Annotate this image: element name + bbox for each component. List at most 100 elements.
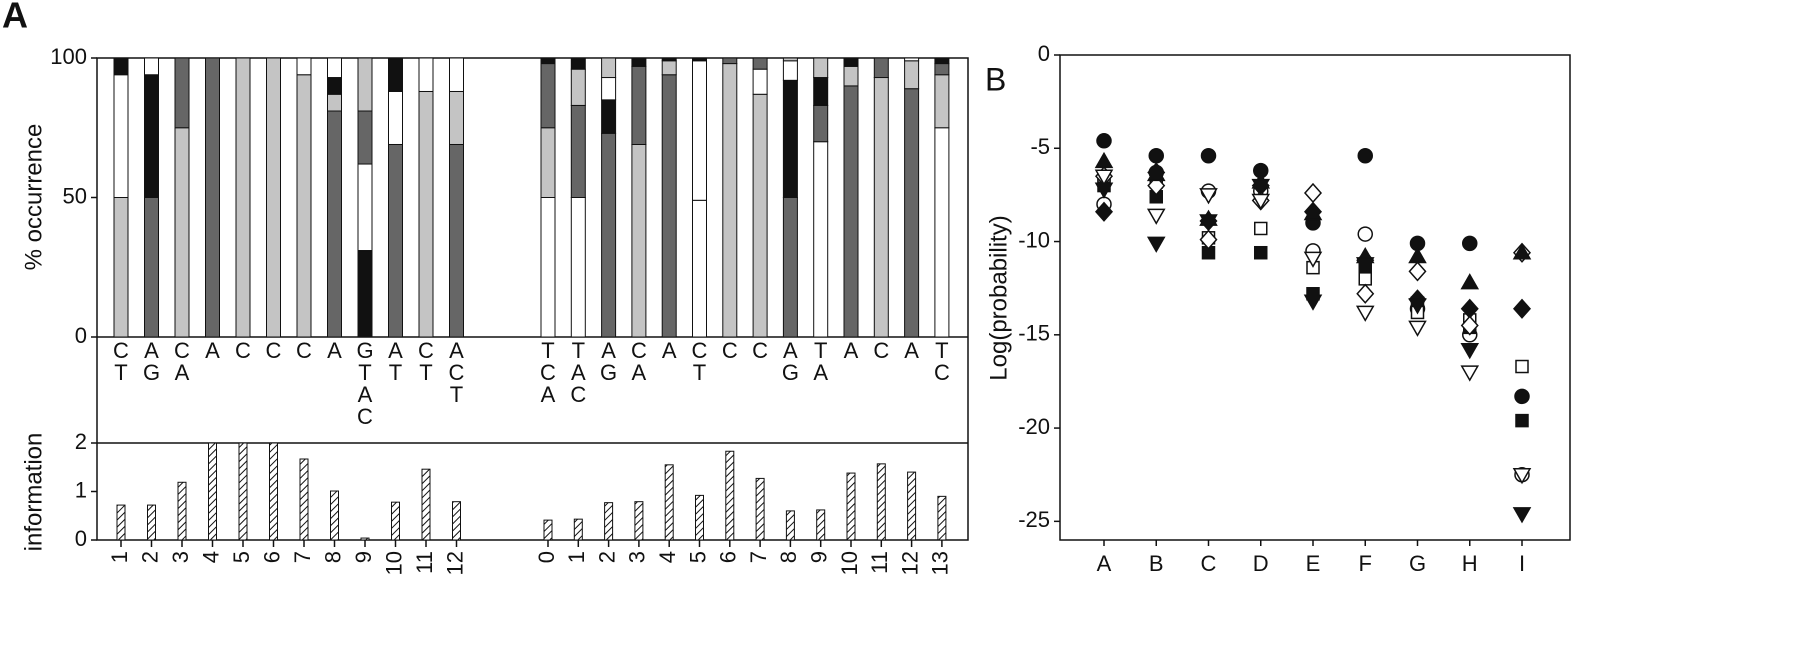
x-tick-label: 9 bbox=[807, 551, 832, 563]
base-letter: A bbox=[783, 338, 798, 363]
info-bar bbox=[391, 501, 400, 541]
info-bar bbox=[846, 472, 856, 541]
bar-segment bbox=[934, 127, 950, 338]
base-letter: A bbox=[175, 360, 190, 385]
bar-segment bbox=[327, 93, 342, 112]
info-bar bbox=[907, 471, 917, 541]
y-tick-label: -20 bbox=[1018, 414, 1050, 439]
base-letter: A bbox=[388, 338, 403, 363]
marker bbox=[1408, 246, 1427, 264]
marker bbox=[1254, 245, 1268, 260]
marker bbox=[1358, 272, 1372, 286]
base-letter: T bbox=[693, 360, 706, 385]
base-letter: C bbox=[692, 338, 708, 363]
y-tick-label: 100 bbox=[50, 44, 87, 69]
y-axis-label: information bbox=[20, 433, 47, 552]
x-tick-label: F bbox=[1359, 551, 1372, 576]
bar-segment bbox=[570, 197, 586, 338]
bar-segment bbox=[113, 74, 129, 198]
bar-segment bbox=[722, 63, 738, 338]
bar-segment bbox=[873, 77, 889, 338]
base-letter: A bbox=[571, 360, 586, 385]
x-tick-label: 11 bbox=[412, 551, 437, 574]
marker bbox=[1357, 226, 1373, 242]
marker bbox=[1199, 214, 1218, 231]
marker bbox=[1408, 261, 1427, 282]
bar-segment bbox=[934, 63, 950, 76]
x-tick-label: 1 bbox=[107, 551, 132, 563]
marker bbox=[1199, 188, 1218, 205]
x-tick-label: A bbox=[1097, 551, 1112, 576]
marker bbox=[1460, 273, 1480, 290]
base-letter: A bbox=[662, 338, 677, 363]
x-tick-label: I bbox=[1519, 551, 1525, 576]
bar-segment bbox=[904, 88, 920, 338]
base-letter: T bbox=[419, 360, 432, 385]
bar-segment bbox=[144, 74, 159, 198]
info-bar bbox=[330, 490, 339, 541]
bar-segment bbox=[782, 60, 798, 81]
info-bar bbox=[177, 481, 187, 541]
bar-segment bbox=[782, 197, 798, 338]
y-tick-label: 0 bbox=[1038, 41, 1050, 66]
bar-segment bbox=[570, 57, 586, 70]
bar-segment bbox=[631, 65, 647, 145]
marker bbox=[1512, 507, 1532, 524]
marker bbox=[1200, 147, 1217, 164]
marker bbox=[1515, 413, 1529, 428]
bar-segment bbox=[540, 197, 556, 338]
bar-segment bbox=[144, 197, 159, 338]
bar-segment bbox=[327, 110, 342, 338]
info-bar bbox=[937, 495, 947, 541]
bar-segment bbox=[782, 57, 798, 62]
bar-segment bbox=[449, 90, 464, 145]
base-letter: A bbox=[327, 338, 342, 363]
bar-segment bbox=[843, 57, 859, 67]
base-letter: C bbox=[631, 338, 647, 363]
base-letter: C bbox=[873, 338, 889, 363]
marker bbox=[1514, 388, 1530, 405]
marker bbox=[1094, 182, 1114, 199]
bar-segment bbox=[601, 99, 617, 134]
info-bar bbox=[816, 509, 826, 541]
y-tick-label: 50 bbox=[63, 183, 87, 208]
bar-segment bbox=[113, 197, 129, 338]
x-tick-label: C bbox=[1201, 551, 1217, 576]
bar-segment bbox=[934, 57, 950, 65]
bar-segment bbox=[813, 104, 829, 143]
bar-segment bbox=[631, 57, 647, 67]
base-letter: T bbox=[814, 338, 827, 363]
base-letter: A bbox=[358, 382, 373, 407]
y-tick-label: -25 bbox=[1018, 507, 1050, 532]
bar-segment bbox=[692, 57, 707, 62]
bar-segment bbox=[661, 74, 677, 338]
marker bbox=[1094, 151, 1114, 169]
marker bbox=[1515, 359, 1529, 374]
bar-segment bbox=[843, 85, 859, 338]
marker bbox=[1462, 235, 1478, 252]
base-letter: C bbox=[113, 338, 129, 363]
x-tick-label: 12 bbox=[442, 551, 467, 575]
bar-segment bbox=[388, 57, 403, 92]
marker bbox=[1254, 221, 1268, 236]
base-letter: C bbox=[934, 360, 950, 385]
x-tick-label: 6 bbox=[716, 551, 741, 563]
panel-label: A bbox=[2, 0, 28, 36]
base-letter: G bbox=[600, 360, 617, 385]
bar-segment bbox=[296, 74, 312, 338]
bar-segment bbox=[327, 77, 342, 95]
y-tick-label: -15 bbox=[1018, 321, 1050, 346]
y-tick-label: 0 bbox=[75, 323, 87, 348]
base-letter: G bbox=[143, 360, 160, 385]
info-bar bbox=[421, 468, 431, 541]
info-bar bbox=[452, 501, 461, 541]
bar-segment bbox=[266, 57, 281, 338]
x-tick-label: 12 bbox=[897, 551, 922, 575]
info-bar bbox=[725, 450, 735, 541]
bar-segment bbox=[174, 57, 190, 129]
base-letter: A bbox=[541, 382, 556, 407]
base-letter: A bbox=[144, 338, 159, 363]
base-letter: C bbox=[540, 360, 556, 385]
y-axis-label: % occurrence bbox=[20, 124, 47, 271]
